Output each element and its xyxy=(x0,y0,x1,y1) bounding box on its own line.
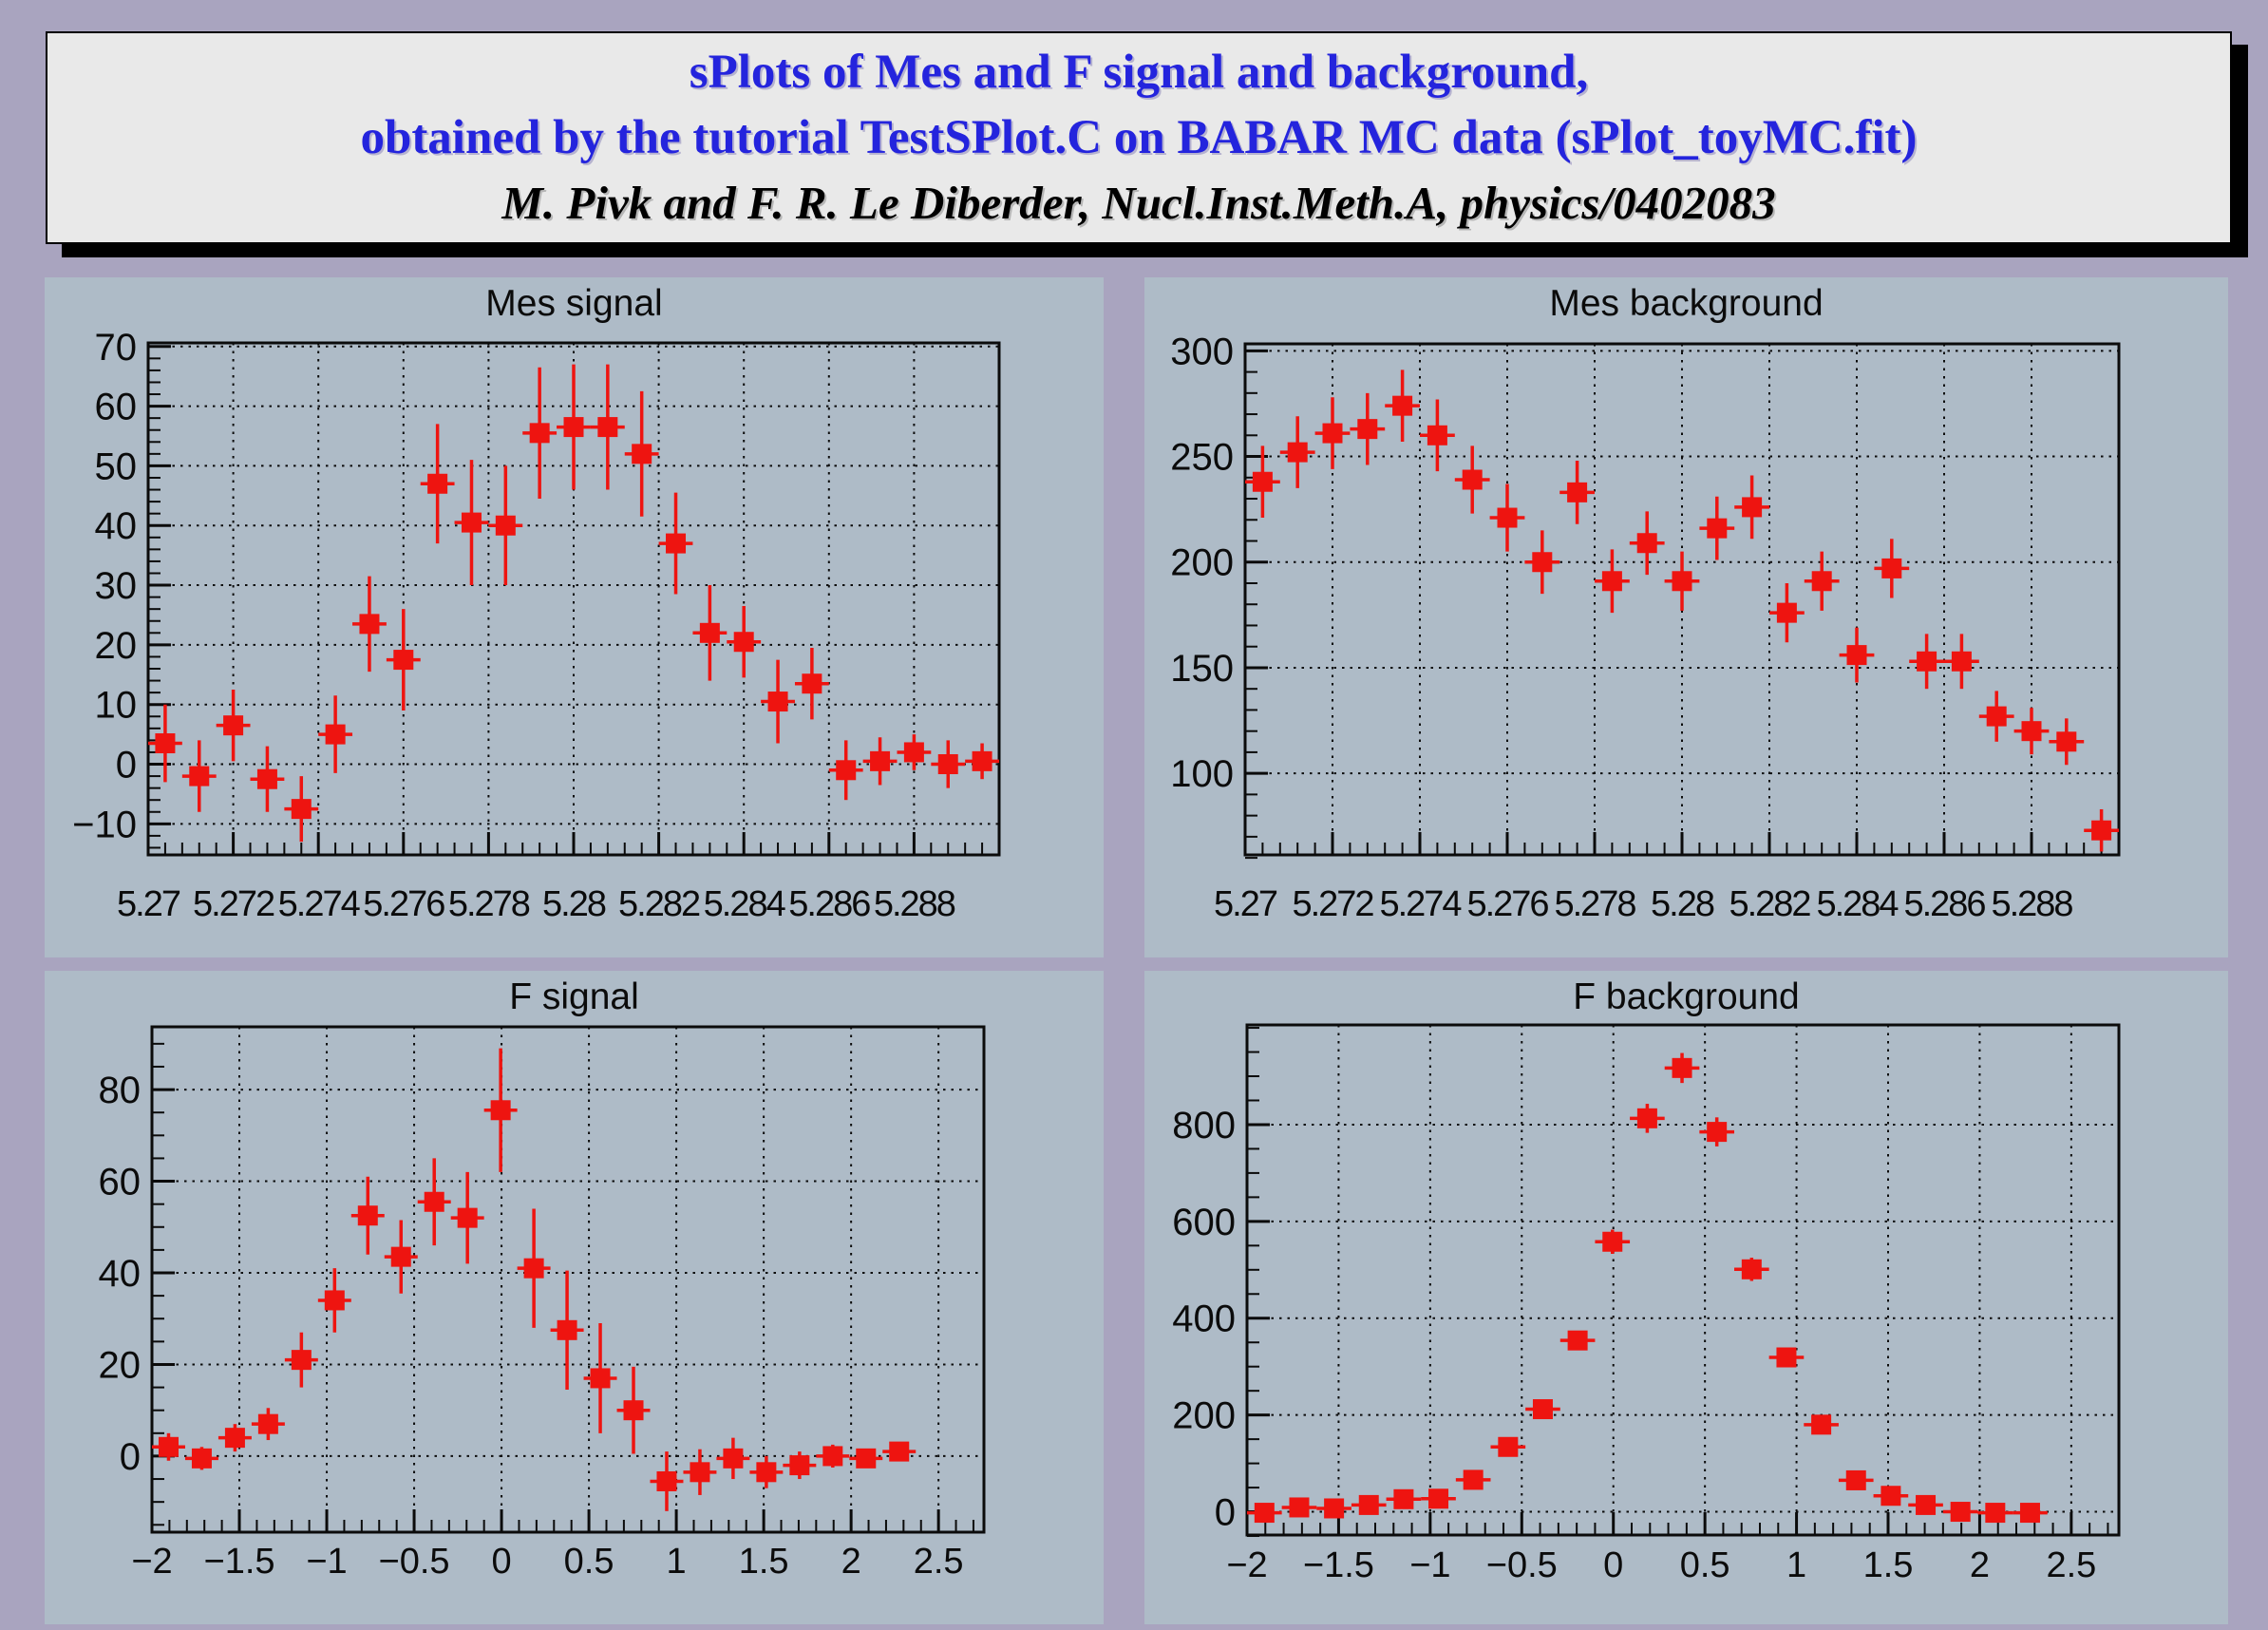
svg-text:400: 400 xyxy=(1172,1298,1236,1340)
svg-text:2: 2 xyxy=(841,1542,861,1582)
svg-text:5.274: 5.274 xyxy=(1379,884,1462,924)
svg-text:0.5: 0.5 xyxy=(1680,1545,1730,1585)
mes-background-plot: 5.27 5.272 5.274 5.276 5.278 5.28 5.282 5.284 5.… xyxy=(1170,331,2121,924)
svg-text:5.272: 5.272 xyxy=(1292,884,1373,924)
svg-text:20: 20 xyxy=(95,625,138,667)
svg-text:−1.5: −1.5 xyxy=(204,1542,275,1582)
svg-text:5.28: 5.28 xyxy=(542,884,606,924)
svg-text:70: 70 xyxy=(95,327,138,369)
svg-text:1.5: 1.5 xyxy=(739,1542,789,1582)
svg-text:5.27: 5.27 xyxy=(1214,884,1277,924)
svg-text:150: 150 xyxy=(1170,648,1234,690)
title-banner: sPlots of Mes and F signal and backgroun… xyxy=(46,31,2232,244)
svg-text:0.5: 0.5 xyxy=(564,1542,614,1582)
svg-text:−10: −10 xyxy=(72,804,137,845)
svg-text:10: 10 xyxy=(95,685,138,727)
panel-f-signal: −2 −1.5 −1 −0.5 0 0.5 1 1.5 2 2.5 0 20 40 60 80 F sign… xyxy=(45,971,1104,1624)
svg-text:5.284: 5.284 xyxy=(1816,884,1899,924)
banner-line-2: obtained by the tutorial TestSPlot.C on … xyxy=(360,111,1918,165)
svg-text:60: 60 xyxy=(95,387,138,428)
svg-text:40: 40 xyxy=(99,1253,142,1295)
chart-title-f-signal: F signal xyxy=(509,976,639,1017)
svg-text:5.282: 5.282 xyxy=(618,884,700,924)
svg-text:−0.5: −0.5 xyxy=(1486,1545,1558,1585)
panel-f-background: −2 −1.5 −1 −0.5 0 0.5 1 1.5 2 2.5 0 200 400 600 800 F … xyxy=(1144,971,2228,1624)
svg-text:5.278: 5.278 xyxy=(448,884,530,924)
svg-text:5.288: 5.288 xyxy=(1991,884,2072,924)
svg-text:0: 0 xyxy=(1215,1492,1236,1534)
svg-text:600: 600 xyxy=(1172,1202,1236,1243)
svg-text:1: 1 xyxy=(1786,1545,1806,1585)
svg-text:0: 0 xyxy=(1603,1545,1623,1585)
svg-text:−1: −1 xyxy=(306,1542,347,1582)
svg-text:−0.5: −0.5 xyxy=(379,1542,450,1582)
chart-title-f-background: F background xyxy=(1573,976,1800,1017)
svg-text:5.286: 5.286 xyxy=(788,884,870,924)
svg-text:0: 0 xyxy=(120,1436,141,1478)
svg-text:−2: −2 xyxy=(1226,1545,1267,1585)
svg-text:5.276: 5.276 xyxy=(1466,884,1548,924)
svg-text:80: 80 xyxy=(99,1070,142,1111)
svg-text:20: 20 xyxy=(99,1344,142,1386)
svg-text:100: 100 xyxy=(1170,753,1234,795)
svg-text:5.276: 5.276 xyxy=(363,884,444,924)
f-background-plot: −2 −1.5 −1 −0.5 0 0.5 1 1.5 2 2.5 0 200 400 600 800 xyxy=(1172,1023,2121,1585)
svg-text:200: 200 xyxy=(1172,1395,1236,1437)
svg-text:5.272: 5.272 xyxy=(193,884,274,924)
svg-text:−1.5: −1.5 xyxy=(1303,1545,1374,1585)
svg-text:40: 40 xyxy=(95,505,138,547)
svg-text:5.284: 5.284 xyxy=(704,884,786,924)
svg-text:250: 250 xyxy=(1170,437,1234,479)
svg-text:5.282: 5.282 xyxy=(1729,884,1810,924)
panel-mes-background: 5.27 5.272 5.274 5.276 5.278 5.28 5.282 5.284 5.… xyxy=(1144,277,2228,957)
panel-mes-signal: 5.27 5.272 5.274 5.276 5.278 5.28 5.282 5.284 5.… xyxy=(45,277,1104,957)
svg-text:50: 50 xyxy=(95,445,138,487)
svg-text:1: 1 xyxy=(667,1542,687,1582)
chart-title-mes-signal: Mes signal xyxy=(485,283,663,324)
f-signal-plot: −2 −1.5 −1 −0.5 0 0.5 1 1.5 2 2.5 0 20 40 60 80 xyxy=(99,1025,986,1582)
svg-text:30: 30 xyxy=(95,565,138,607)
svg-text:5.286: 5.286 xyxy=(1903,884,1985,924)
banner-line-1: sPlots of Mes and F signal and backgroun… xyxy=(689,46,1589,100)
svg-text:5.28: 5.28 xyxy=(1651,884,1714,924)
svg-text:5.278: 5.278 xyxy=(1554,884,1635,924)
svg-text:5.288: 5.288 xyxy=(874,884,955,924)
svg-text:300: 300 xyxy=(1170,331,1234,372)
svg-text:200: 200 xyxy=(1170,542,1234,584)
svg-text:−2: −2 xyxy=(131,1542,172,1582)
svg-text:800: 800 xyxy=(1172,1105,1236,1147)
svg-text:0: 0 xyxy=(116,745,137,787)
svg-text:1.5: 1.5 xyxy=(1863,1545,1914,1585)
banner-line-3: M. Pivk and F. R. Le Diberder, Nucl.Inst… xyxy=(501,177,1776,230)
svg-text:5.274: 5.274 xyxy=(278,884,361,924)
svg-text:0: 0 xyxy=(491,1542,511,1582)
svg-text:2: 2 xyxy=(1970,1545,1990,1585)
svg-text:60: 60 xyxy=(99,1162,142,1204)
chart-title-mes-background: Mes background xyxy=(1549,283,1824,324)
svg-text:2.5: 2.5 xyxy=(2046,1545,2096,1585)
mes-signal-plot: 5.27 5.272 5.274 5.276 5.278 5.28 5.282 5.284 5.… xyxy=(72,327,1001,924)
svg-text:5.27: 5.27 xyxy=(117,884,180,924)
svg-text:−1: −1 xyxy=(1409,1545,1450,1585)
svg-text:2.5: 2.5 xyxy=(914,1542,964,1582)
